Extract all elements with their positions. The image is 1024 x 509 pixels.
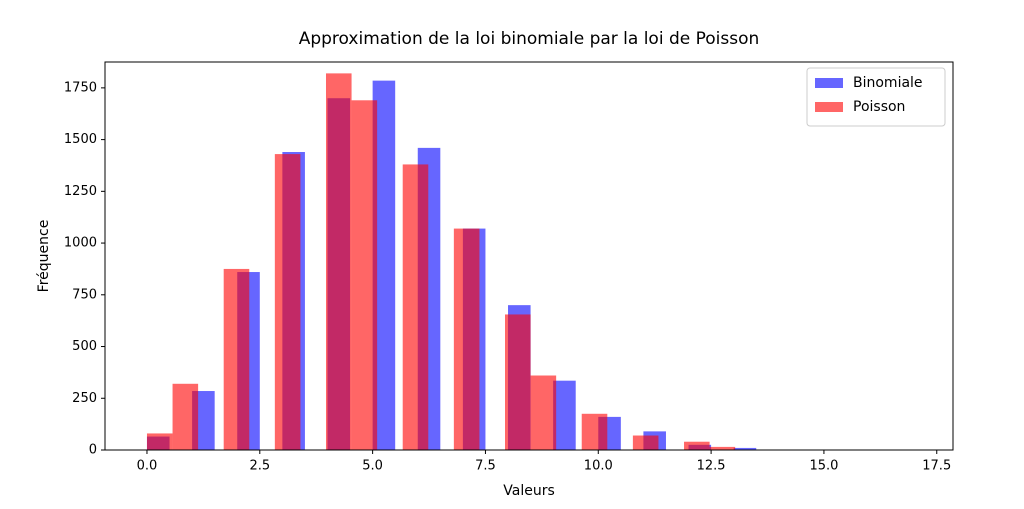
bar — [709, 446, 736, 450]
x-tick-label: 15.0 — [809, 459, 838, 474]
x-axis-label: Valeurs — [503, 483, 555, 499]
bar — [274, 154, 301, 450]
bar — [505, 314, 531, 450]
bar — [581, 413, 608, 450]
y-tick-label: 750 — [72, 287, 97, 302]
y-tick-label: 1500 — [64, 132, 97, 147]
x-tick-label: 7.5 — [475, 459, 496, 474]
bar — [733, 447, 757, 450]
bar — [684, 441, 710, 450]
bar — [553, 380, 576, 450]
bar — [172, 383, 199, 450]
bar — [632, 435, 659, 450]
bar — [351, 100, 378, 451]
x-tick-label: 10.0 — [584, 459, 613, 474]
y-tick-label: 250 — [72, 391, 97, 406]
bar — [530, 375, 557, 450]
x-tick-label: 5.0 — [362, 459, 383, 474]
legend-swatch — [815, 78, 843, 88]
x-tick-label: 0.0 — [137, 459, 158, 474]
x-tick-label: 12.5 — [697, 459, 726, 474]
legend-label: Binomiale — [853, 75, 923, 91]
bar — [402, 164, 429, 450]
y-tick-label: 0 — [89, 443, 97, 458]
plot-frame — [104, 61, 954, 451]
bar — [372, 80, 396, 451]
y-tick-label: 1250 — [64, 184, 97, 199]
bar — [223, 268, 250, 450]
chart-title: Approximation de la loi binomiale par la… — [299, 29, 760, 49]
y-tick-label: 1000 — [64, 236, 97, 251]
x-tick-label: 2.5 — [249, 459, 270, 474]
bar — [325, 73, 352, 450]
bar — [146, 433, 173, 450]
bar — [453, 228, 480, 450]
legend-label: Poisson — [853, 99, 905, 115]
legend-swatch — [815, 102, 843, 112]
y-tick-label: 500 — [72, 339, 97, 354]
y-tick-label: 1750 — [64, 80, 97, 95]
x-tick-label: 17.5 — [922, 459, 951, 474]
y-axis-label: Fréquence — [36, 220, 52, 293]
